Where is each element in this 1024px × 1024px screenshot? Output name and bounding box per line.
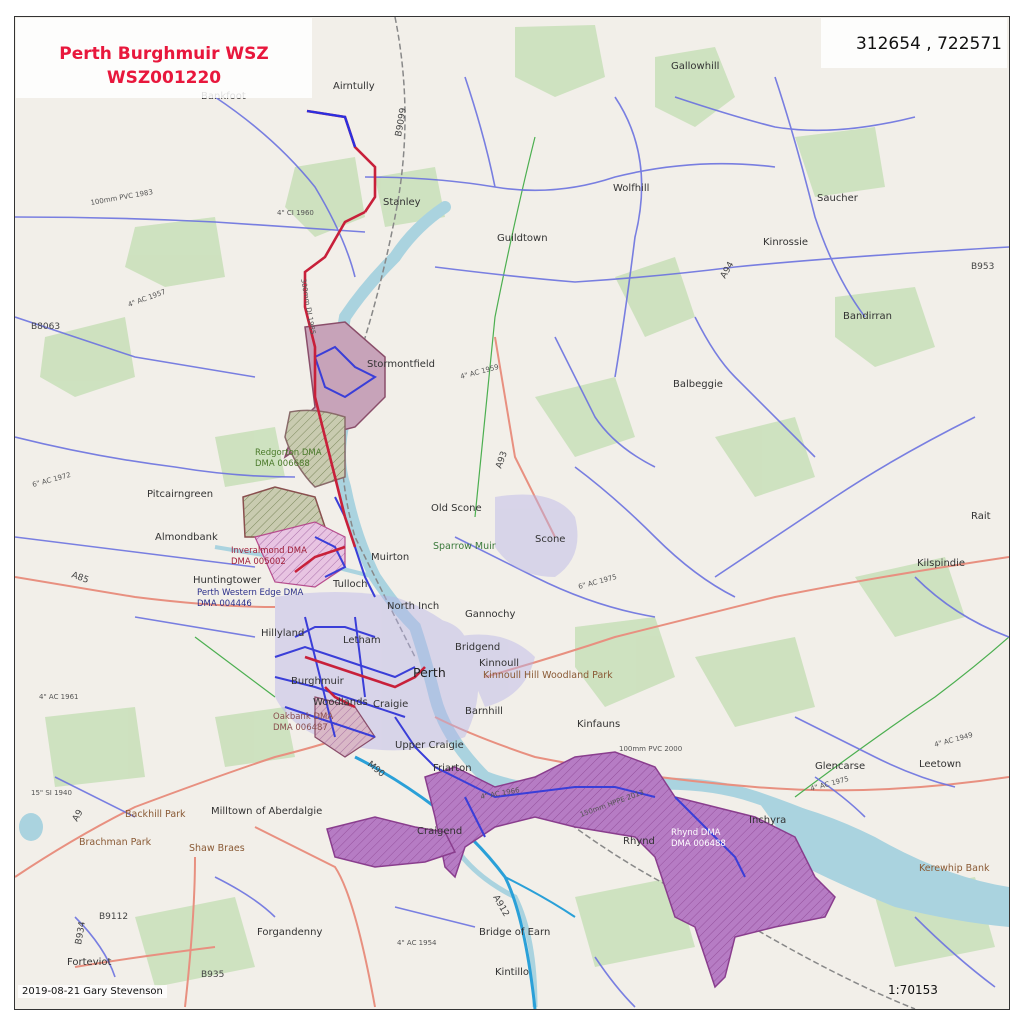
motorway-m90 [354,755,537,1009]
place-label: Hillyland [261,628,304,639]
dma-label-code: DMA 006487 [273,723,328,733]
place-label: Kinnoull [479,658,519,669]
place-label: Glencarse [815,761,865,772]
place-label: Forgandenny [257,927,322,938]
place-label: Tulloch [332,579,367,590]
place-label: Kinfauns [577,719,620,730]
park-labels: Sparrow Muir Kinnoull Hill Woodland Park… [79,541,990,874]
place-label: Woodlands [313,697,368,708]
road-label: B934 [74,921,88,946]
author-credit: 2019-08-21 Gary Stevenson [18,985,167,998]
park-label: Shaw Braes [189,843,245,854]
place-label: Kilspindie [917,558,965,569]
place-label: Letham [343,635,381,646]
place-label: Leetown [919,759,961,770]
place-label: Stormontfield [367,359,435,370]
park-label: Backhill Park [125,809,186,820]
place-label: Gannochy [465,609,516,620]
place-label: Airntully [333,81,375,92]
place-label: Rhynd [623,836,655,847]
dma-labels: Redgorton DMA DMA 006688 Inveralmond DMA… [197,448,726,849]
place-label: Saucher [817,193,859,204]
place-label: Kintillo [495,967,529,978]
place-label: Almondbank [155,532,218,543]
place-label: Bandirran [843,311,892,322]
place-label: Bridge of Earn [479,927,550,938]
place-label: Old Scone [431,503,482,514]
place-label: Kinrossie [763,237,808,248]
road-network [15,336,1009,1008]
place-label: Huntingtower [193,575,262,586]
dma-label-name: Oakbank DMA [273,712,333,722]
dma-polygons [242,321,836,989]
park-label: Sparrow Muir [433,541,496,552]
pipe-label: 4" AC 1954 [397,939,437,947]
place-label: Bridgend [455,642,500,653]
place-label: Scone [535,534,565,545]
park-label: Kinnoull Hill Woodland Park [483,670,613,681]
source-main [306,109,357,148]
dma-inveralmond-hatch [255,522,345,587]
title-panel: Perth Burghmuir WSZ WSZ001220 [16,18,312,98]
place-label: Barnhill [465,706,503,717]
dma-label-code: DMA 006488 [671,839,726,849]
place-label: Stanley [383,197,421,208]
pipe-label: 100mm PVC 2000 [619,745,682,753]
dma-label-code: DMA 006688 [255,459,310,469]
pipe-label: 4" CI 1960 [277,209,314,217]
dma-label-name: Redgorton DMA [255,448,322,458]
dma-rhynd-hatch [425,752,835,987]
place-label: Burghmuir [291,676,345,687]
place-label: Pitcairngreen [147,489,213,500]
dma-redgorton-hatch [285,410,345,487]
map-title: Perth Burghmuir WSZ [59,44,269,64]
map-scale: 1:70153 [888,983,938,997]
zone-code: WSZ001220 [106,68,222,88]
place-label-perth: Perth [413,665,446,680]
place-label: Craigie [373,699,408,710]
dma-label-name: Inveralmond DMA [231,546,307,556]
motorway-spur [504,876,576,918]
place-label: Craigend [417,826,462,837]
place-label: Guildtown [497,233,548,244]
place-label: Milltown of Aberdalgie [211,806,322,817]
coordinate-readout: 312654 , 722571 [855,34,1002,54]
river-estuary [755,797,1009,927]
place-label: Gallowhill [671,61,719,72]
place-label: Rait [971,511,991,522]
dma-label-code: DMA 005002 [231,557,286,567]
woodland-areas [40,25,995,987]
map-canvas[interactable]: Airntully Bankfoot Gallowhill Stanley Wo… [15,17,1009,1009]
pipe-label: 15" SI 1940 [31,789,72,797]
dma-label-name: Rhynd DMA [671,828,721,838]
road-label: B8063 [31,322,60,332]
place-label: Balbeggie [673,379,723,390]
pipe-label: 4" AC 1961 [39,693,79,701]
road-label: B935 [201,970,224,980]
park-label: Brachman Park [79,837,152,848]
water-mains [15,76,1009,1008]
coordinate-readout-panel: 312654 , 722571 [821,18,1007,68]
loch [19,813,43,841]
place-label: Friarton [433,763,472,774]
place-label: Upper Craigie [395,740,464,751]
place-label: Muirton [371,552,409,563]
map-frame[interactable]: Airntully Bankfoot Gallowhill Stanley Wo… [14,16,1010,1010]
dma-craigend-hatch [327,817,455,867]
place-label: Inchyra [749,815,786,826]
place-label: Forteviot [67,957,112,968]
park-label: Kerewhip Bank [919,863,990,874]
road-label: B953 [971,262,994,272]
dma-label-code: DMA 004446 [197,599,252,609]
road-label: B9112 [99,912,128,922]
dma-label-name: Perth Western Edge DMA [197,588,304,598]
place-labels: Airntully Bankfoot Gallowhill Stanley Wo… [67,61,991,978]
place-label: North Inch [387,601,439,612]
place-label: Wolfhill [613,183,649,194]
